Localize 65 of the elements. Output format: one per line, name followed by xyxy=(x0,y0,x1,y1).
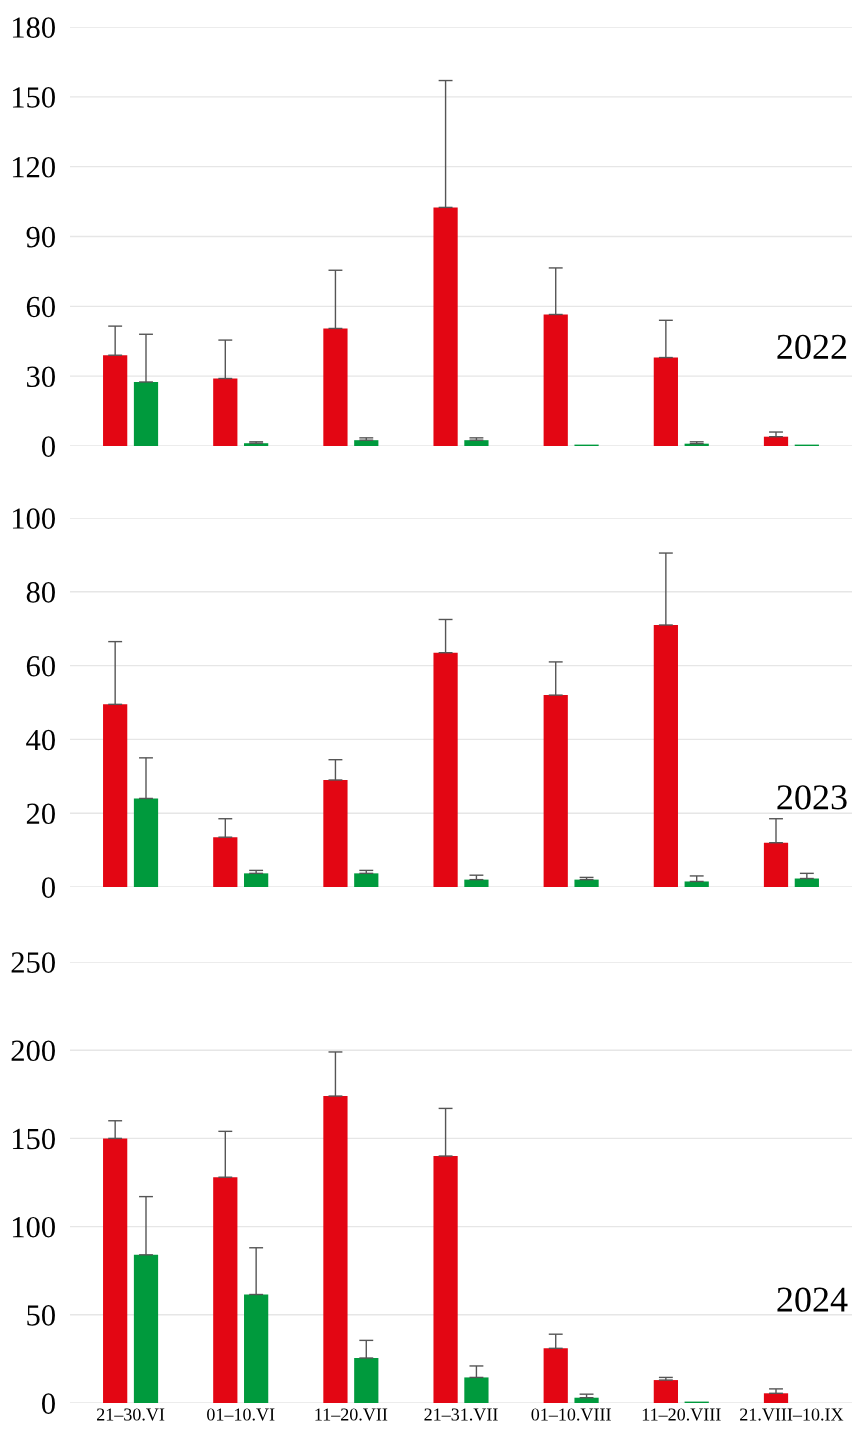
bar xyxy=(103,1138,128,1403)
bar xyxy=(323,328,348,446)
bar xyxy=(653,625,678,887)
bar xyxy=(574,1397,599,1403)
bar xyxy=(323,779,348,887)
y-tick-label: 200 xyxy=(11,1040,55,1062)
y-tick-label: 0 xyxy=(42,436,55,457)
annotation: 2023 xyxy=(777,785,847,810)
y-tick-label: 0 xyxy=(42,877,55,898)
x-tick-label: 21–30.VI xyxy=(97,1408,165,1421)
y-tick-label: 150 xyxy=(12,87,55,108)
y-tick-label: 250 xyxy=(11,952,55,973)
bar xyxy=(464,1377,489,1403)
bar xyxy=(103,355,128,446)
bar xyxy=(794,878,819,887)
bar xyxy=(213,837,238,887)
y-tick-label: 20 xyxy=(26,803,55,825)
bar xyxy=(354,1358,379,1403)
bar xyxy=(464,879,489,887)
bar xyxy=(354,873,379,887)
x-tick-label: 01–10.VI xyxy=(207,1408,275,1421)
y-tick-label: 30 xyxy=(27,366,55,388)
bar xyxy=(763,436,789,446)
x-tick-label: 21–31.VII xyxy=(424,1408,498,1421)
bar xyxy=(213,378,238,446)
y-tick-label: 150 xyxy=(12,1128,55,1150)
y-tick-label: 40 xyxy=(26,729,55,751)
bar xyxy=(354,440,379,446)
bar xyxy=(763,842,789,887)
bar xyxy=(244,1294,269,1403)
x-tick-label: 11–20.VIII xyxy=(642,1408,721,1421)
x-tick-label: 21.VIII–10.IX xyxy=(740,1408,844,1421)
bar xyxy=(433,207,458,446)
annotation: 2024 xyxy=(777,1287,848,1312)
y-tick-label: 0 xyxy=(42,1393,55,1414)
y-tick-label: 80 xyxy=(26,582,55,603)
y-tick-label: 120 xyxy=(12,156,55,178)
bar xyxy=(244,873,269,887)
bar xyxy=(543,314,568,446)
bar xyxy=(433,652,458,887)
bar xyxy=(543,1348,568,1403)
bar xyxy=(103,704,128,887)
y-tick-label: 100 xyxy=(12,508,55,529)
bar xyxy=(133,1254,159,1403)
x-tick-label: 11–20.VII xyxy=(315,1408,388,1421)
y-tick-label: 180 xyxy=(12,17,55,38)
y-tick-label: 90 xyxy=(26,226,55,248)
y-tick-label: 100 xyxy=(12,1216,55,1238)
bar xyxy=(323,1096,348,1403)
bar xyxy=(763,1393,789,1403)
bar xyxy=(213,1177,238,1403)
bar xyxy=(653,1380,678,1403)
y-tick-label: 50 xyxy=(27,1305,55,1326)
y-tick-label: 60 xyxy=(26,655,55,677)
bar xyxy=(133,798,159,887)
bar xyxy=(653,357,678,446)
bar xyxy=(433,1156,458,1403)
bar xyxy=(464,440,489,446)
bar xyxy=(133,381,159,446)
annotation: 2022 xyxy=(777,334,847,360)
x-tick-label: 01–10.VIII xyxy=(531,1408,611,1421)
y-tick-label: 60 xyxy=(26,296,55,318)
bar xyxy=(684,881,709,887)
bar xyxy=(574,879,599,887)
bar xyxy=(543,695,568,887)
